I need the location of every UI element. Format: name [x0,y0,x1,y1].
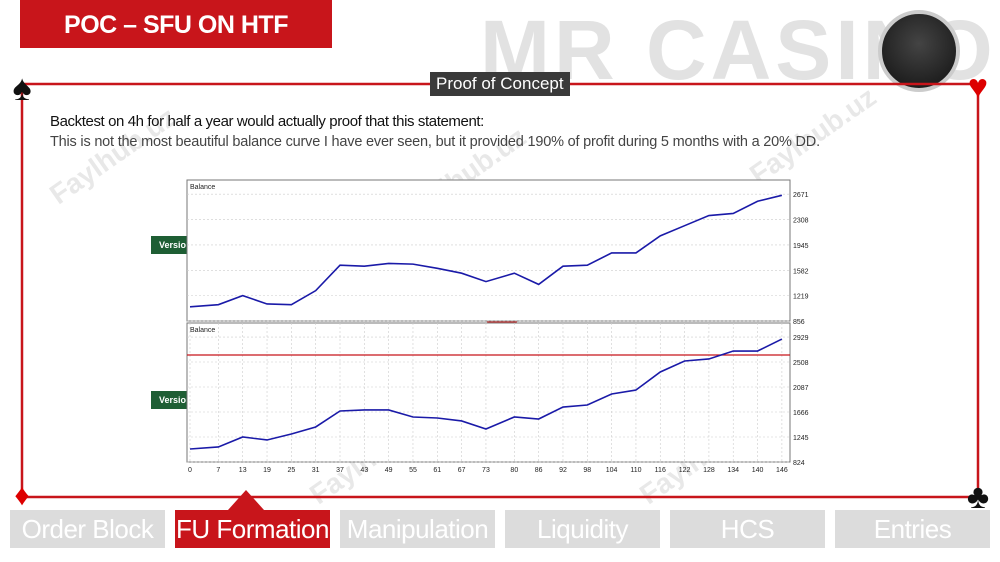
x-tick-label: 73 [482,467,490,474]
x-tick-label: 49 [385,467,393,474]
x-tick-label: 110 [630,467,641,474]
x-tick-label: 134 [727,467,739,474]
x-tick-label: 67 [458,467,466,474]
balance-line [189,338,783,450]
plot-area [186,179,791,322]
y-tick-label: 2929 [793,335,809,342]
y-tick-label: 1945 [793,243,809,250]
body-text: Backtest on 4h for half a year would act… [50,113,484,130]
y-tick-label: 1582 [793,268,809,275]
y-tick-label: 1666 [793,410,809,417]
y-tick-label: 1219 [793,294,809,301]
x-tick-label: 55 [409,467,417,474]
x-tick-label: 61 [433,467,441,474]
y-tick-label: 824 [793,460,805,467]
svg-text:♥: ♥ [968,68,988,106]
slide-title: POC – SFU ON HTF [20,0,332,48]
body-text: This is not the most beautiful balance c… [50,134,820,150]
nav-bar: Order Block FU Formation Manipulation Liqui… [10,510,990,548]
svg-text:♣: ♣ [967,478,989,516]
svg-text:♦: ♦ [14,479,29,512]
y-tick-label: 2508 [793,360,809,367]
x-tick-label: 13 [239,467,247,474]
logo [878,10,960,92]
x-tick-label: 104 [606,467,618,474]
x-tick-label: 0 [188,467,192,474]
svg-text:♠: ♠ [12,67,31,108]
x-tick-label: 92 [559,467,567,474]
y-tick-label: 1245 [793,435,809,442]
x-tick-label: 122 [679,467,691,474]
x-tick-label: 19 [263,467,271,474]
x-tick-label: 86 [535,467,543,474]
y-tick-label: 2308 [793,218,809,225]
chart-title: Balance [190,327,215,334]
x-tick-label: 116 [655,467,666,474]
x-tick-label: 140 [752,467,764,474]
section-label: Proof of Concept [430,72,570,96]
x-tick-label: 80 [510,467,518,474]
x-tick-label: 37 [336,467,344,474]
x-tick-label: 25 [287,467,295,474]
y-tick-label: 2087 [793,385,809,392]
plot-area [186,322,791,463]
nav-tab[interactable]: Entries [835,510,990,548]
nav-tab[interactable]: FU Formation [175,510,330,548]
x-tick-label: 98 [583,467,591,474]
y-tick-label: 2671 [793,192,809,199]
nav-tab[interactable]: HCS [670,510,825,548]
chart-title: Balance [190,184,215,191]
nav-tab[interactable]: Liquidity [505,510,660,548]
x-tick-label: 146 [776,467,788,474]
nav-tab[interactable]: Manipulation [340,510,495,548]
x-tick-label: 43 [360,467,368,474]
y-tick-label: 856 [793,319,805,326]
balance-line [189,194,783,308]
nav-tab[interactable]: Order Block [10,510,165,548]
x-tick-label: 7 [216,467,220,474]
x-tick-label: 128 [703,467,715,474]
x-tick-label: 31 [312,467,320,474]
